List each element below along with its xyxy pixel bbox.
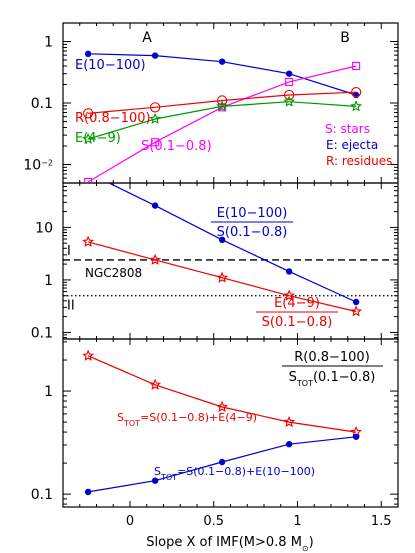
series-label-stot-e49: STOT=S(0.1−0.8)+E(4−9) [117, 411, 257, 428]
data-point-circle [216, 95, 228, 106]
legend-ejecta: E: ejecta [326, 138, 378, 152]
data-point-square [151, 138, 160, 147]
y-tick-label: 1 [44, 384, 53, 400]
y-tick-label: 10 [35, 220, 53, 236]
series-line-residues [87, 241, 357, 313]
axis-ticks [63, 22, 398, 507]
data-point-dot [151, 477, 159, 484]
data-point-dot [285, 268, 293, 275]
ratio-e49-denominator: S(0.1−0.8) [262, 315, 333, 330]
data-point-star [149, 253, 162, 265]
line-label-I: I [67, 244, 71, 259]
y-tick-label: 0.1 [31, 96, 53, 112]
series-label-e49: E(4−9) [75, 131, 121, 146]
data-point-dot [151, 202, 159, 209]
data-point-star [283, 289, 296, 301]
series-line-stars [87, 65, 357, 183]
data-point-square [285, 77, 294, 86]
legend-stars: S: stars [325, 122, 370, 136]
label-b: B [340, 30, 350, 46]
series-line-residues [87, 355, 357, 433]
series-label-residues: R(0.8−100) [75, 111, 151, 126]
ratio-ejecta-denominator: S(0.1−0.8) [217, 225, 288, 240]
data-point-circle [283, 89, 295, 101]
data-point-dot [352, 298, 360, 306]
reference-lines [63, 259, 398, 297]
ratio-ejecta-numerator: E(10−100) [217, 206, 288, 221]
x-tick-label: 1 [293, 514, 301, 529]
y-tick-label: 0.1 [31, 325, 53, 341]
data-point-star [216, 400, 229, 413]
y-tick-label: 10−2 [23, 157, 53, 173]
data-point-dot [84, 50, 92, 58]
panel-1-series [82, 50, 363, 183]
data-point-star [82, 349, 95, 361]
panel3-title-numerator: R(0.8−100) [294, 350, 370, 365]
series-line-e49 [87, 101, 357, 140]
label-a: A [142, 30, 152, 46]
panel-2-series [82, 169, 363, 317]
label-layer: 0 0.5 1 1.5 Slope X of IMF(M>0.8 M⊙) 1 0.1 10−2… [23, 30, 392, 553]
data-point-dot [151, 52, 159, 59]
line-label-II: II [67, 299, 75, 314]
data-point-circle [149, 102, 161, 113]
series-label-ejecta: E(10−100) [75, 58, 146, 73]
data-point-dot [84, 488, 92, 496]
x-tick-label: 1.5 [371, 514, 392, 529]
ngc2808-label: NGC2808 [85, 266, 142, 280]
data-point-star [82, 132, 95, 145]
data-point-square [84, 177, 93, 183]
panel-3-series [82, 349, 363, 496]
data-point-dot [352, 433, 360, 440]
x-axis-label: Slope X of IMF(M>0.8 M⊙) [146, 535, 313, 553]
data-point-dot [285, 441, 293, 448]
data-point-star [149, 112, 162, 124]
data-point-dot [218, 58, 226, 65]
data-point-star [350, 305, 363, 317]
x-tick-label: 0.5 [203, 514, 224, 529]
x-tick-label: 0 [126, 514, 134, 529]
data-point-star [82, 235, 95, 247]
series-layer [82, 50, 363, 496]
data-point-star [216, 271, 229, 283]
panel3-title-denominator: STOT(0.1−0.8) [289, 370, 376, 388]
data-point-dot [285, 70, 293, 77]
legend-residues: R: residues [326, 154, 392, 168]
series-label-stot-ejecta: STOT=S(0.1−0.8)+E(10−100) [154, 465, 315, 482]
y-tick-label: 1 [44, 273, 53, 289]
data-point-dot [218, 236, 226, 244]
data-point-dot [85, 169, 91, 175]
series-label-stars: S(0.1−0.8) [141, 139, 212, 154]
y-tick-label: 0.1 [31, 487, 53, 503]
ratio-e49-numerator: E(4−9) [274, 296, 320, 311]
data-point-circle [82, 108, 94, 119]
data-point-square [352, 61, 361, 71]
y-tick-label: 1 [44, 35, 53, 51]
data-point-dot [218, 458, 226, 466]
data-point-star [216, 100, 229, 112]
data-point-star [149, 378, 162, 390]
data-point-star [350, 100, 363, 112]
data-point-star [283, 95, 296, 107]
data-point-star [283, 415, 296, 428]
data-point-circle [350, 87, 362, 98]
